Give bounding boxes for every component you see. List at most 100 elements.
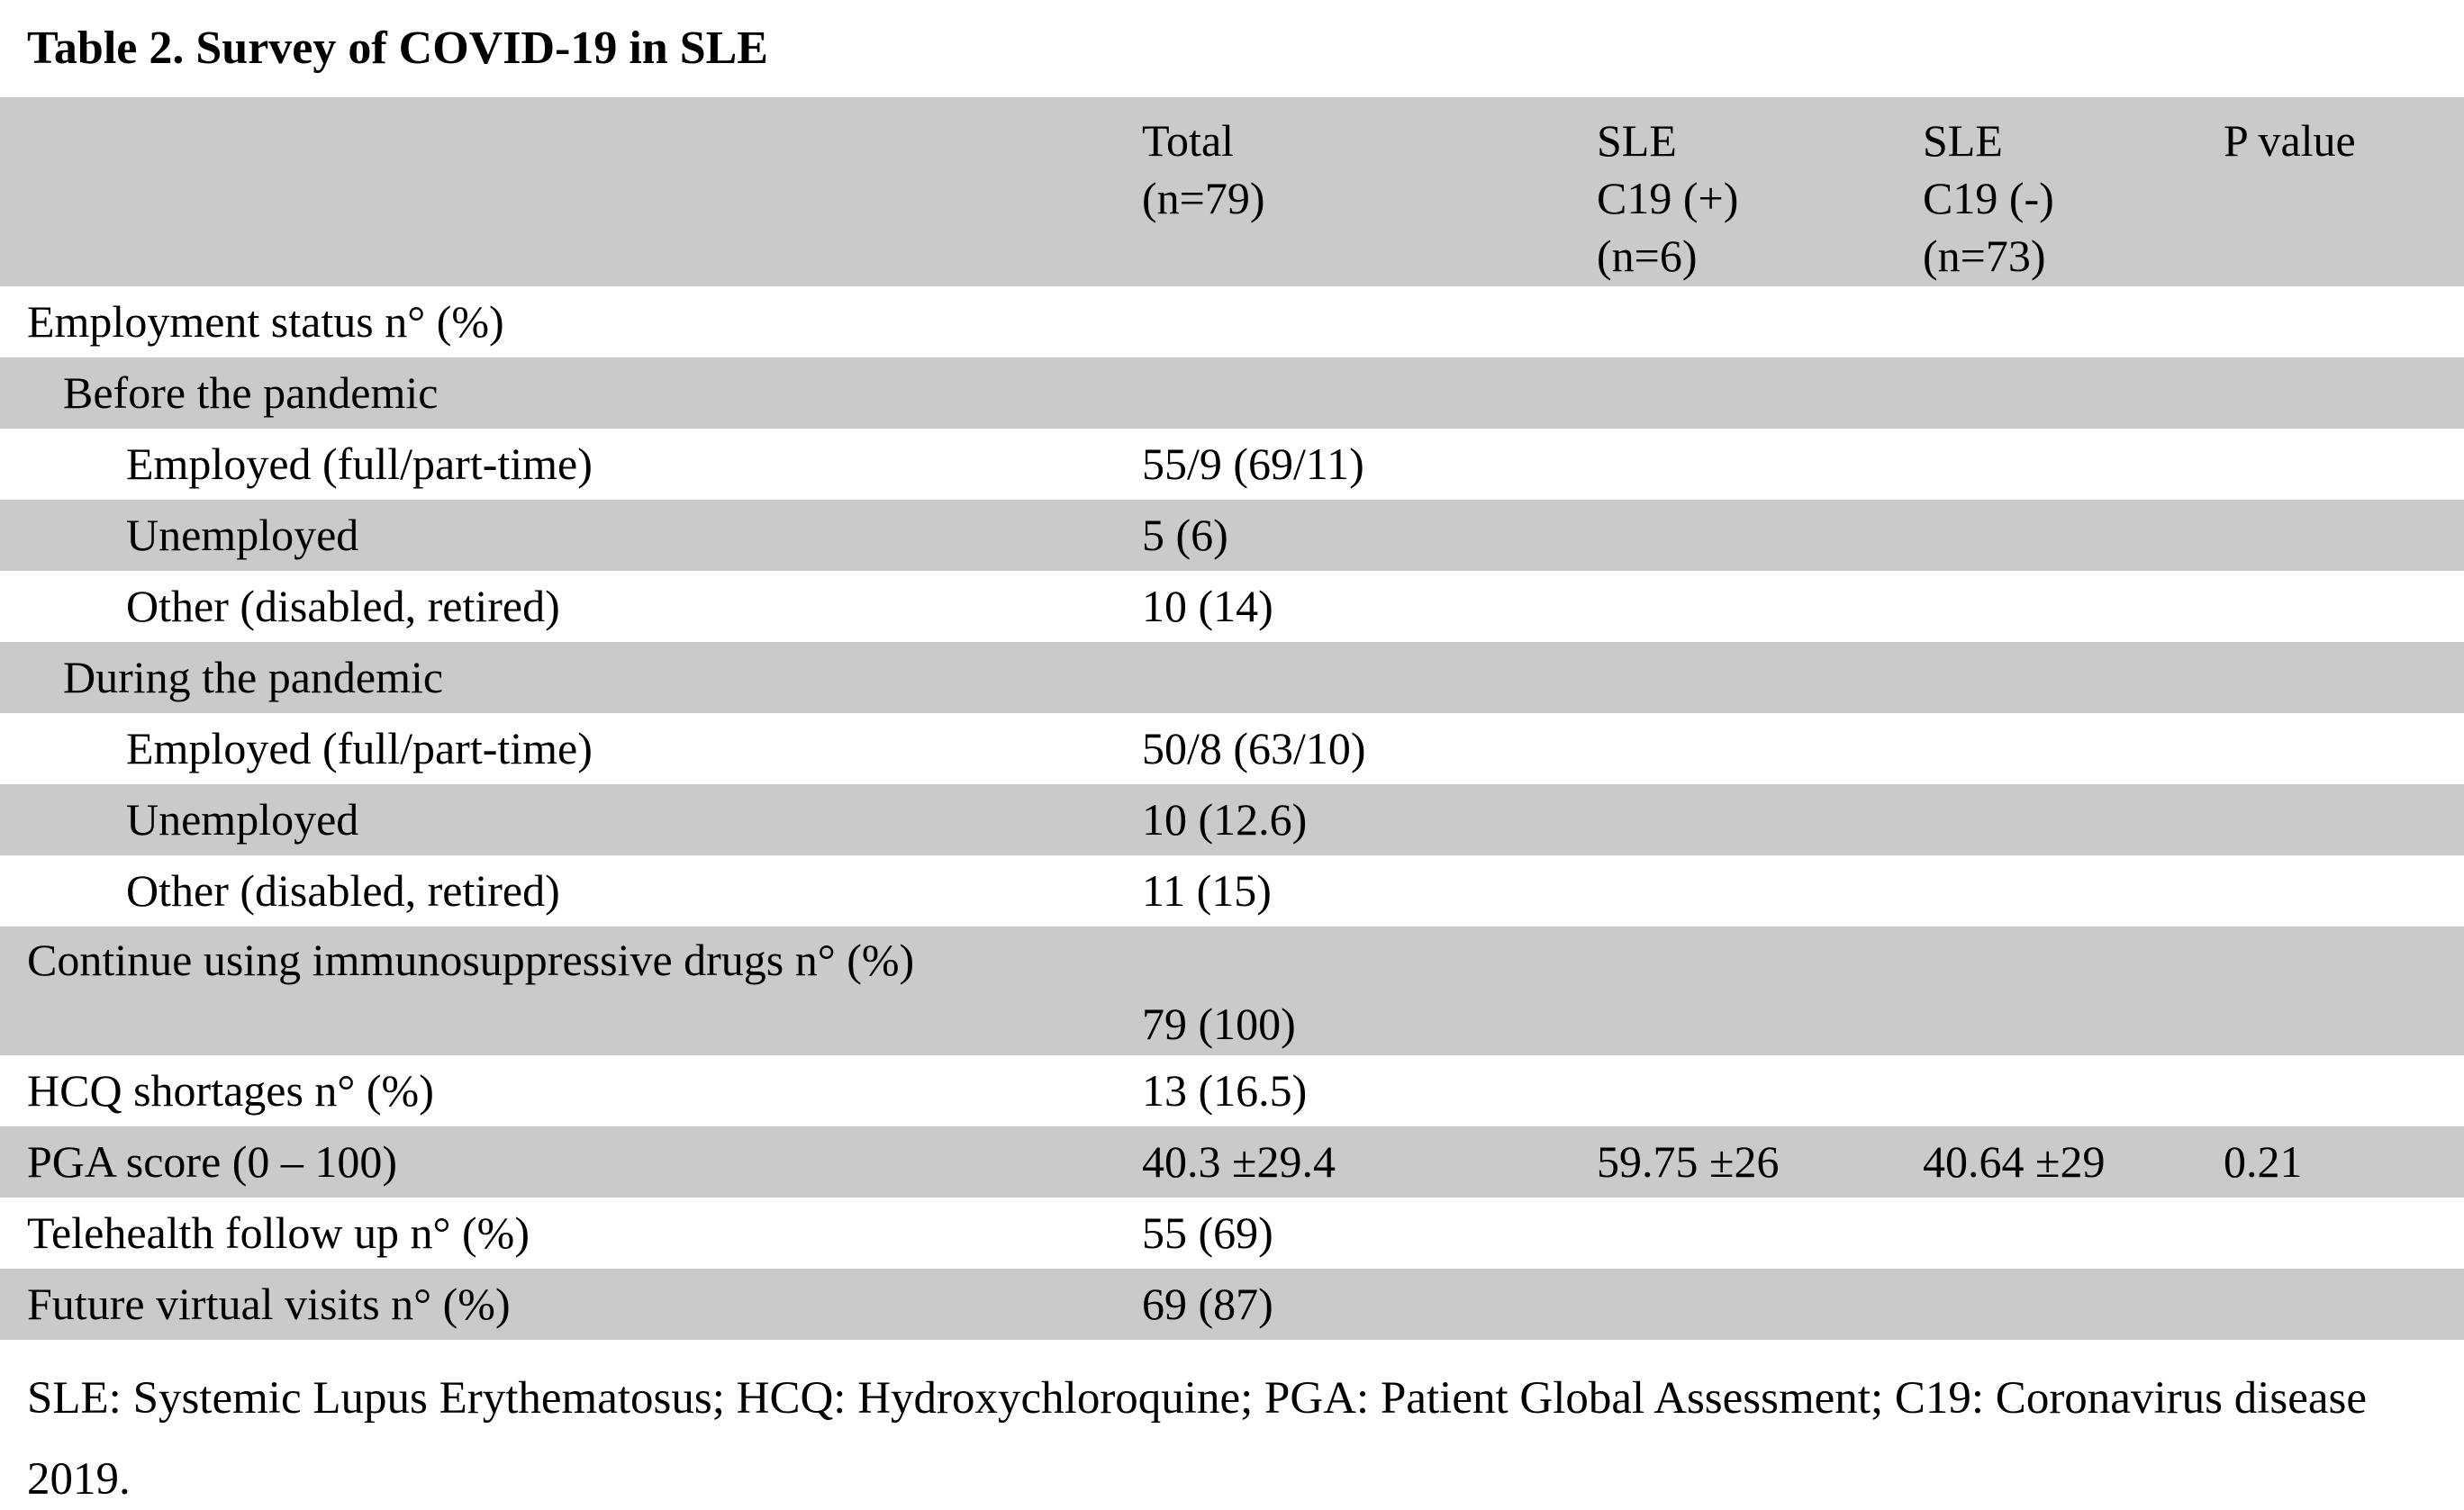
header-sle-pos-line1: SLE xyxy=(1597,115,1677,166)
cell-sle-c19-positive xyxy=(1597,1269,1923,1340)
cell-p-value xyxy=(2224,500,2464,571)
cell-sle-c19-negative xyxy=(1923,357,2224,429)
cell-p-value: 0.21 xyxy=(2224,1136,2303,1187)
survey-table: Total (n=79) SLE C19 (+) (n=6) SLE C19 (… xyxy=(0,97,2464,1340)
table-row: Employed (full/part-time) 50/8 (63/10) xyxy=(0,713,2464,784)
cell-total: 10 (14) xyxy=(1142,581,1273,631)
cell-sle-c19-negative xyxy=(1923,429,2224,500)
cell-p-value xyxy=(2224,286,2464,357)
cell-p-value xyxy=(2224,1198,2464,1269)
cell-total: 13 (16.5) xyxy=(1142,1065,1308,1116)
cell-sle-c19-positive xyxy=(1597,1055,1923,1126)
cell-sle-c19-positive: 59.75 ±26 xyxy=(1597,1136,1780,1187)
header-sle-neg-line1: SLE xyxy=(1923,115,2003,166)
row-label: Other (disabled, retired) xyxy=(126,581,560,631)
row-label: Unemployed xyxy=(126,794,359,845)
header-empty-cell xyxy=(0,97,1142,286)
cell-sle-c19-negative xyxy=(1923,1055,2224,1126)
cell-total xyxy=(1142,642,1597,713)
table-row: Other (disabled, retired) 11 (15) xyxy=(0,855,2464,927)
table-footnote: SLE: Systemic Lupus Erythematosus; HCQ: … xyxy=(27,1373,2367,1505)
row-label: Employed (full/part-time) xyxy=(126,439,593,489)
cell-total: 10 (12.6) xyxy=(1142,794,1308,845)
header-total: Total (n=79) xyxy=(1142,97,1597,286)
cell-p-value xyxy=(2224,784,2464,855)
cell-p-value xyxy=(2224,855,2464,927)
cell-sle-c19-negative xyxy=(1923,642,2224,713)
cell-sle-c19-negative xyxy=(1923,784,2224,855)
cell-total: 50/8 (63/10) xyxy=(1142,723,1366,773)
header-sle-pos-line2: C19 (+) xyxy=(1597,173,1739,223)
cell-p-value xyxy=(2224,429,2464,500)
cell-sle-c19-positive xyxy=(1597,1198,1923,1269)
row-label: Continue using immunosuppressive drugs n… xyxy=(27,935,915,985)
cell-sle-c19-negative xyxy=(1923,855,2224,927)
cell-total: 79 (100) xyxy=(1142,998,1296,1049)
table-row: Unemployed 10 (12.6) xyxy=(0,784,2464,855)
header-sle-c19-positive: SLE C19 (+) (n=6) xyxy=(1597,97,1923,286)
cell-sle-c19-positive xyxy=(1597,286,1923,357)
header-sle-c19-negative: SLE C19 (-) (n=73) xyxy=(1923,97,2224,286)
table-row: Continue using immunosuppressive drugs n… xyxy=(0,927,2464,1055)
row-label: Employed (full/part-time) xyxy=(126,723,593,773)
cell-total: 5 (6) xyxy=(1142,510,1228,560)
table-title: Table 2. Survey of COVID-19 in SLE xyxy=(27,23,768,74)
table-header-row: Total (n=79) SLE C19 (+) (n=6) SLE C19 (… xyxy=(0,97,2464,286)
header-sle-neg-line2: C19 (-) xyxy=(1923,173,2054,223)
table-row: Before the pandemic xyxy=(0,357,2464,429)
cell-sle-c19-negative xyxy=(1923,286,2224,357)
cell-total: 55/9 (69/11) xyxy=(1142,439,1364,489)
cell-sle-c19-positive xyxy=(1597,357,1923,429)
row-label: HCQ shortages n° (%) xyxy=(27,1065,434,1116)
table-row: Telehealth follow up n° (%) 55 (69) xyxy=(0,1198,2464,1269)
table-body: Employment status n° (%) Before the pande… xyxy=(0,286,2464,1340)
row-label: Unemployed xyxy=(126,510,359,560)
cell-sle-c19-positive xyxy=(1597,784,1923,855)
row-label: Employment status n° (%) xyxy=(27,296,504,347)
table-row: Employment status n° (%) xyxy=(0,286,2464,357)
header-sle-neg-line3: (n=73) xyxy=(1923,231,2046,281)
table-row: During the pandemic xyxy=(0,642,2464,713)
cell-sle-c19-negative xyxy=(1923,571,2224,642)
cell-total xyxy=(1142,357,1597,429)
header-total-line1: Total xyxy=(1142,115,1235,166)
cell-p-value xyxy=(2224,1055,2464,1126)
row-label: Before the pandemic xyxy=(63,367,439,418)
cell-sle-c19-positive xyxy=(1597,500,1923,571)
cell-sle-c19-negative xyxy=(1923,500,2224,571)
cell-sle-c19-positive xyxy=(1597,429,1923,500)
cell-p-value xyxy=(2224,571,2464,642)
cell-total: 55 (69) xyxy=(1142,1207,1273,1258)
row-label: Other (disabled, retired) xyxy=(126,865,560,916)
header-sle-pos-line3: (n=6) xyxy=(1597,231,1698,281)
cell-total: 69 (87) xyxy=(1142,1279,1273,1329)
header-total-line2: (n=79) xyxy=(1142,173,1265,223)
cell-total xyxy=(1142,286,1597,357)
row-label: PGA score (0 – 100) xyxy=(27,1136,398,1187)
row-label: Telehealth follow up n° (%) xyxy=(27,1207,530,1258)
cell-sle-c19-negative xyxy=(1923,1269,2224,1340)
cell-sle-c19-negative: 40.64 ±29 xyxy=(1923,1136,2106,1187)
table-row: Future virtual visits n° (%) 69 (87) xyxy=(0,1269,2464,1340)
cell-sle-c19-positive xyxy=(1597,855,1923,927)
table-row: PGA score (0 – 100) 40.3 ±29.4 59.75 ±26 40… xyxy=(0,1126,2464,1198)
cell-p-value xyxy=(2224,357,2464,429)
cell-total: 40.3 ±29.4 xyxy=(1142,1136,1336,1187)
table-row: Employed (full/part-time) 55/9 (69/11) xyxy=(0,429,2464,500)
table-row: Unemployed 5 (6) xyxy=(0,500,2464,571)
cell-p-value xyxy=(2224,713,2464,784)
table-row: HCQ shortages n° (%) 13 (16.5) xyxy=(0,1055,2464,1126)
cell-sle-c19-negative xyxy=(1923,1198,2224,1269)
cell-sle-c19-positive xyxy=(1597,571,1923,642)
cell-sle-c19-positive xyxy=(1597,642,1923,713)
cell-total: 11 (15) xyxy=(1142,865,1272,916)
cell-p-value xyxy=(2224,642,2464,713)
cell-sle-c19-positive xyxy=(1597,713,1923,784)
header-p-line1: P value xyxy=(2224,115,2356,166)
cell-p-value xyxy=(2224,1269,2464,1340)
cell-sle-c19-negative xyxy=(1923,713,2224,784)
table-row: Other (disabled, retired) 10 (14) xyxy=(0,571,2464,642)
header-p-value: P value xyxy=(2224,97,2464,286)
row-label: Future virtual visits n° (%) xyxy=(27,1279,511,1329)
